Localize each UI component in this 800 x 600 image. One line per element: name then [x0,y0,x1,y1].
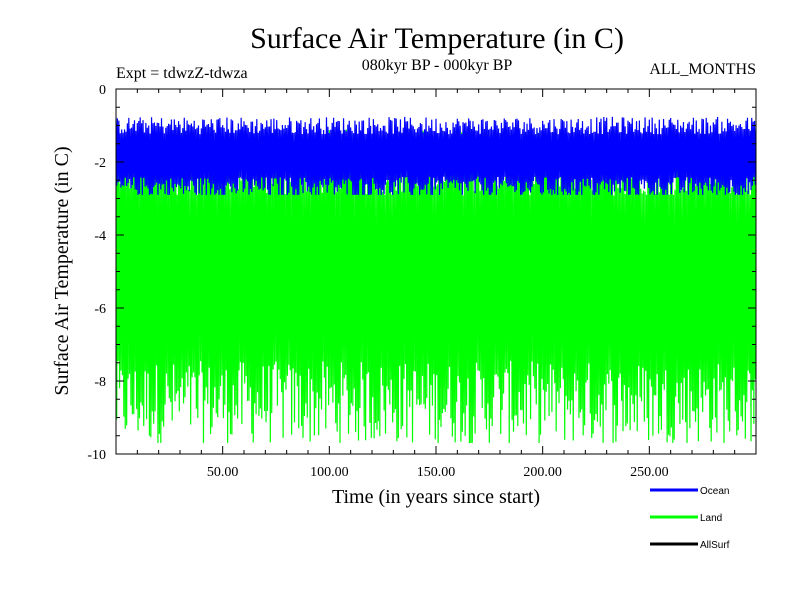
x-tick-label: 200.00 [523,465,562,480]
x-tick-label: 50.00 [207,465,239,480]
y-tick-label: -8 [94,375,106,390]
experiment-label: Expt = tdwzZ-tdwza [116,65,248,82]
series-layer [116,116,756,444]
y-tick-label: 0 [99,83,106,98]
x-tick-label: 250.00 [630,465,669,480]
y-tick-label: -2 [94,156,106,171]
period-label: 080kyr BP - 000kyr BP [362,57,513,74]
chart-title: Surface Air Temperature (in C) [250,22,624,55]
y-tick-label: -4 [94,229,106,244]
y-axis-label: Surface Air Temperature (in C) [51,146,73,395]
legend-label-allsurf: AllSurf [700,540,730,551]
legend: Ocean Land AllSurf [650,486,730,551]
legend-label-land: Land [700,513,722,524]
x-tick-label: 100.00 [310,465,349,480]
legend-label-ocean: Ocean [700,486,729,497]
y-axis: 0 -2 -4 -6 -8 -10 [87,83,756,463]
series-ocean-line [116,116,756,195]
x-tick-label: 150.00 [417,465,456,480]
months-label: ALL_MONTHS [649,61,756,78]
y-tick-label: -10 [87,448,106,463]
x-axis-label: Time (in years since start) [332,486,540,508]
x-axis: 50.00 100.00 150.00 200.00 250.00 [136,89,736,480]
y-tick-label: -6 [94,302,106,317]
